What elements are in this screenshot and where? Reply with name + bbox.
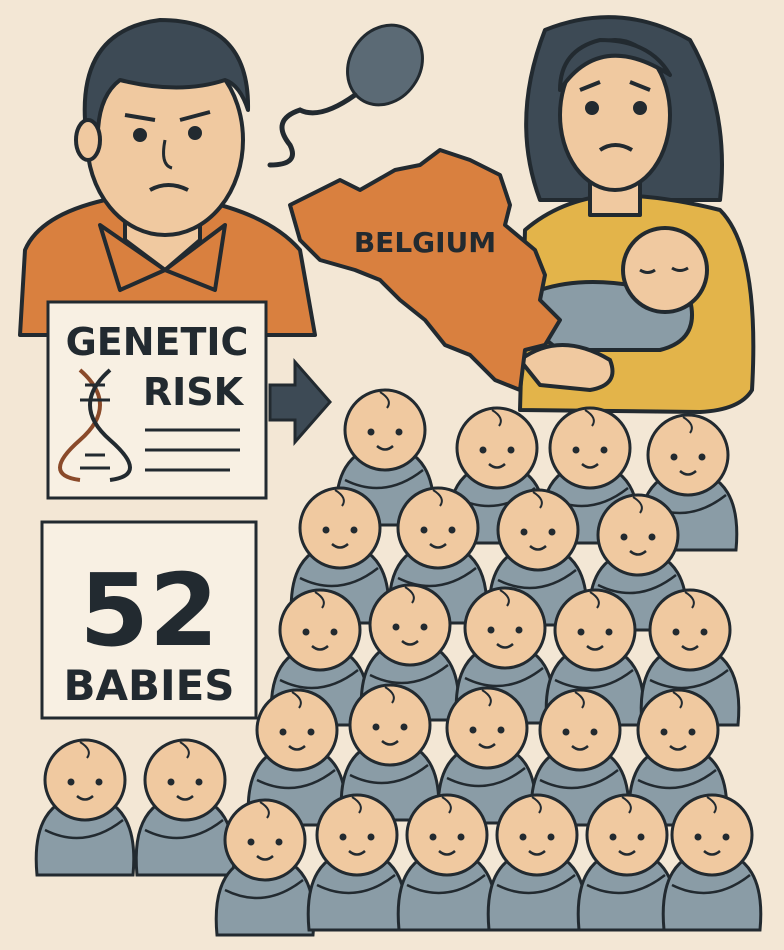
baby <box>34 738 136 877</box>
baby <box>486 793 588 932</box>
baby <box>339 683 441 822</box>
genetic-risk-card: GENETIC RISK <box>46 300 268 500</box>
sperm-icon <box>267 23 424 168</box>
worried-man <box>18 18 317 337</box>
baby-count-card: 52 BABIES <box>40 520 258 720</box>
baby <box>134 738 236 877</box>
map-label: BELGIUM <box>354 226 496 259</box>
baby <box>214 798 316 937</box>
text-lines <box>145 428 240 472</box>
worried-woman-holding-baby <box>518 15 756 414</box>
baby-count-label: BABIES <box>63 661 234 710</box>
baby <box>576 793 678 932</box>
arrow-right-icon <box>268 358 332 446</box>
risk-title-line1: GENETIC <box>66 320 249 364</box>
baby <box>306 793 408 932</box>
baby <box>396 793 498 932</box>
baby-count-number: 52 <box>79 552 218 669</box>
babies-group <box>34 388 763 937</box>
belgium-map: BELGIUM <box>288 148 562 392</box>
dna-icon <box>58 368 132 482</box>
risk-title-line2: RISK <box>143 370 245 414</box>
baby <box>661 793 763 932</box>
